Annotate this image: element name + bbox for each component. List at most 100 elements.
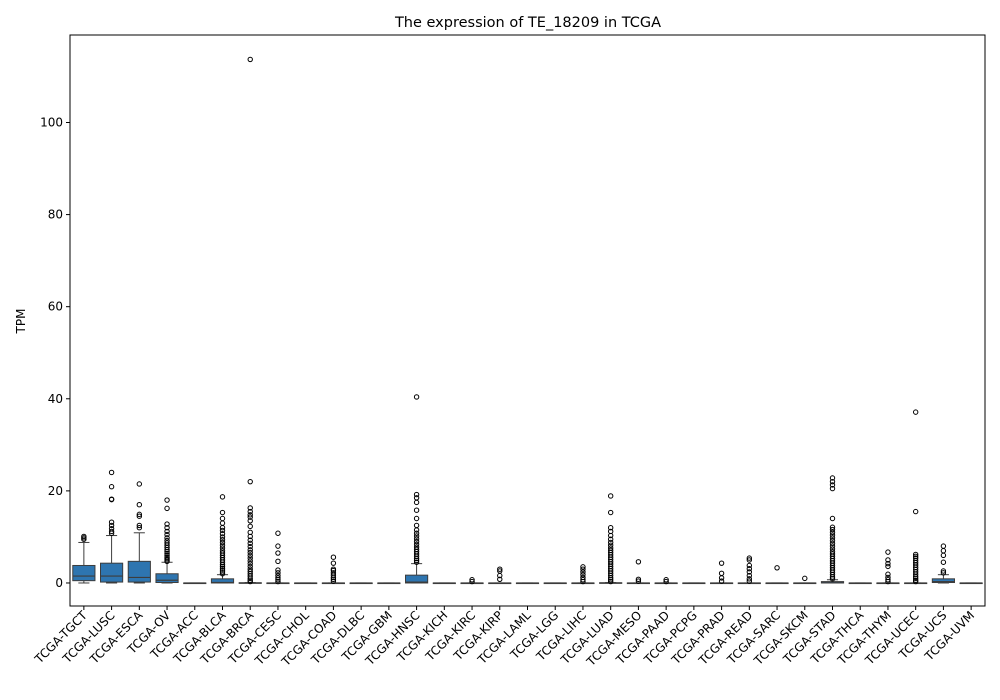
- outlier-point: [885, 571, 891, 577]
- y-axis-label: TPM: [14, 309, 28, 335]
- outlier-point: [108, 528, 115, 535]
- outlier-point: [607, 578, 614, 585]
- y-tick-label: 0: [55, 576, 63, 590]
- outlier-point: [330, 560, 337, 566]
- outlier-point: [164, 497, 170, 503]
- outlier-point: [164, 525, 170, 531]
- outlier-point: [108, 519, 115, 525]
- outlier-point: [912, 551, 919, 558]
- box-tcga-sarc: [765, 565, 789, 585]
- outlier-point: [607, 493, 614, 499]
- outlier-point: [580, 569, 586, 575]
- iqr-box: [931, 578, 955, 584]
- outlier-point: [718, 575, 725, 581]
- outlier-point: [746, 572, 753, 579]
- outlier-point: [829, 537, 836, 544]
- outlier-point: [580, 577, 586, 583]
- outlier-point: [275, 543, 281, 549]
- box-tcga-meso: [626, 559, 650, 585]
- outlier-point: [275, 578, 281, 585]
- box-tcga-uvm: [959, 582, 983, 585]
- outlier-point: [275, 558, 281, 565]
- outlier-point: [413, 541, 420, 547]
- outlier-point: [718, 578, 725, 584]
- outlier-point: [718, 560, 725, 566]
- outlier-point: [746, 569, 753, 575]
- y-tick-label: 80: [48, 208, 63, 222]
- box-tcga-esca: [127, 481, 151, 584]
- outlier-point: [413, 491, 420, 498]
- box-tcga-ov: [155, 497, 179, 584]
- outlier-point: [802, 575, 808, 582]
- outlier-point: [164, 537, 170, 544]
- outlier-point: [580, 566, 586, 572]
- outlier-point: [829, 551, 836, 557]
- outlier-point: [885, 577, 891, 583]
- outlier-point: [580, 564, 586, 570]
- outlier-point: [607, 542, 614, 548]
- outlier-point: [607, 528, 614, 535]
- box-tcga-chol: [294, 582, 318, 585]
- outlier-point: [219, 527, 226, 534]
- outlier-point: [219, 509, 226, 516]
- outlier-point: [497, 576, 503, 582]
- outlier-point: [663, 578, 669, 585]
- outlier-point: [413, 507, 420, 513]
- outlier-point: [219, 531, 226, 537]
- outlier-point: [413, 559, 420, 565]
- y-axis: 0 20 40 60 80 100: [40, 115, 70, 590]
- outlier-point: [136, 501, 143, 508]
- iqr-box: [405, 574, 429, 584]
- outlier-point: [607, 545, 614, 551]
- chart-title: The expression of TE_18209 in TCGA: [394, 15, 661, 31]
- box-tcga-ucs: [931, 543, 955, 584]
- outlier-point: [136, 522, 143, 529]
- outlier-point: [247, 512, 253, 518]
- outlier-point: [635, 578, 642, 584]
- outlier-point: [136, 481, 143, 487]
- outlier-point: [635, 559, 642, 565]
- outlier-point: [219, 569, 226, 575]
- outlier-point: [912, 409, 919, 415]
- outlier-point: [219, 548, 226, 554]
- outlier-point: [607, 536, 614, 542]
- outlier-point: [164, 540, 170, 546]
- box-tcga-gbm: [377, 582, 401, 585]
- box-tcga-coad: [321, 554, 345, 585]
- outlier-point: [885, 560, 891, 567]
- outlier-point: [164, 505, 170, 512]
- outlier-point: [497, 568, 503, 574]
- box-tcga-tgct: [72, 533, 96, 584]
- outlier-point: [219, 494, 226, 500]
- outlier-point: [413, 394, 420, 400]
- outlier-point: [247, 508, 253, 515]
- outlier-point: [136, 525, 143, 531]
- outlier-point: [219, 525, 226, 531]
- outlier-point: [940, 568, 947, 574]
- outlier-point: [413, 544, 420, 550]
- box-tcga-kich: [432, 582, 456, 585]
- outlier-point: [885, 557, 891, 563]
- outlier-point: [829, 524, 836, 530]
- outlier-point: [219, 571, 226, 577]
- box-tcga-blca: [210, 494, 235, 584]
- outlier-point: [413, 522, 420, 529]
- outlier-point: [829, 526, 836, 533]
- outlier-point: [164, 521, 170, 527]
- outlier-point: [219, 545, 226, 551]
- box-tcga-lihc: [571, 564, 595, 585]
- box-tcga-dlbc: [349, 582, 373, 585]
- outlier-point: [247, 552, 253, 559]
- outlier-point: [81, 533, 87, 540]
- outlier-point: [275, 575, 281, 581]
- outlier-point: [885, 563, 891, 570]
- outlier-point: [885, 549, 891, 555]
- outlier-point: [469, 577, 475, 583]
- outlier-point: [247, 478, 253, 485]
- outlier-point: [829, 478, 836, 485]
- outlier-point: [219, 534, 226, 540]
- box-tcga-pcpg: [682, 582, 706, 585]
- outlier-point: [219, 565, 226, 571]
- outlier-point: [247, 540, 253, 547]
- outlier-point: [607, 525, 614, 531]
